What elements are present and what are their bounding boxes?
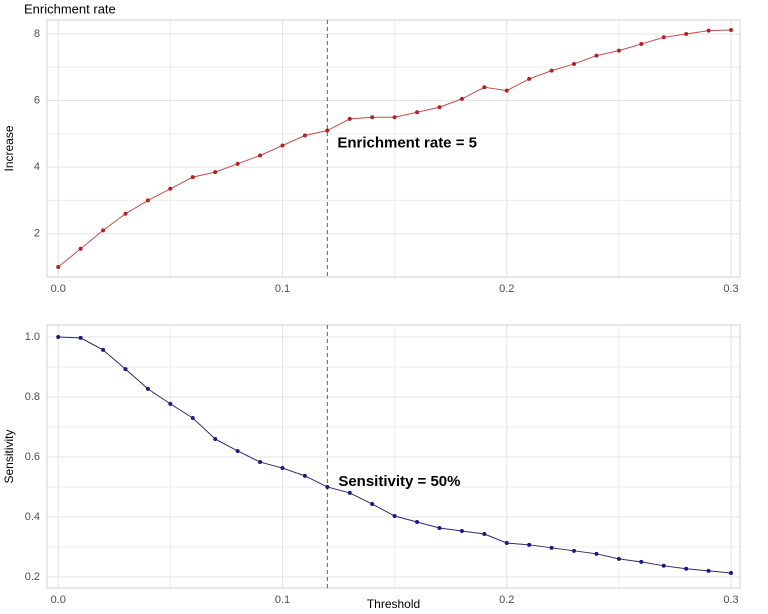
data-point [258,153,263,158]
y-axis-title: Sensitivity [2,429,16,483]
data-point [78,246,83,251]
data-point [168,401,173,406]
data-point [415,110,420,115]
panel-border [46,19,741,278]
data-point [302,473,307,478]
data-point [572,61,577,66]
data-point [684,31,689,36]
annotation: Sensitivity = 50% [338,473,460,490]
data-point [347,490,352,495]
y-tick-label: 1.0 [25,331,40,343]
data-point [392,514,397,519]
data-point [459,529,464,534]
x-axis-title: Threshold [367,597,420,611]
y-tick-label: 0.6 [25,451,40,463]
data-point [594,53,599,58]
panel-border [46,324,741,589]
x-tick-label: 0.0 [51,283,66,295]
y-tick-label: 0.4 [25,511,40,523]
data-point [482,532,487,537]
data-point [527,542,532,547]
data-point [168,186,173,191]
y-tick-label: 8 [34,28,40,40]
data-point [370,502,375,507]
data-point [639,559,644,564]
data-point [616,556,621,561]
data-point [415,520,420,525]
data-point [235,161,240,166]
data-point [549,68,554,73]
y-tick-label: 0.2 [25,571,40,583]
data-point [437,105,442,110]
data-point [101,347,106,352]
data-point [145,198,150,203]
data-point [235,448,240,453]
data-point [78,335,83,340]
data-point [729,27,734,32]
data-point [661,563,666,568]
y-tick-label: 2 [34,228,40,240]
data-point [258,460,263,465]
data-point [504,541,509,546]
data-point [370,115,375,120]
data-point [280,466,285,471]
data-point [616,48,621,53]
data-point [392,115,397,120]
data-point [549,545,554,550]
data-point [347,116,352,121]
data-point [527,76,532,81]
data-point [459,96,464,101]
data-point [325,128,330,133]
x-tick-label: 0.1 [275,594,290,606]
x-tick-label: 0.3 [723,283,738,295]
data-point [706,568,711,573]
x-tick-label: 0.1 [275,283,290,295]
data-point [639,41,644,46]
data-point [145,386,150,391]
data-point [123,211,128,216]
data-point [729,571,734,576]
data-point [101,228,106,233]
data-point [661,35,666,40]
data-point [482,85,487,90]
data-point [190,175,195,180]
x-tick-label: 0.2 [499,283,514,295]
data-point [123,367,128,372]
x-tick-label: 0.3 [723,594,738,606]
y-axis-title: Increase [2,125,16,171]
y-tick-label: 4 [34,161,40,173]
data-point [213,436,218,441]
data-point [190,415,195,420]
data-point [56,334,61,339]
data-point [302,133,307,138]
chart-title: Enrichment rate [24,1,116,16]
y-tick-label: 6 [34,94,40,106]
data-point [594,551,599,556]
x-tick-label: 0.0 [51,594,66,606]
annotation: Enrichment rate = 5 [337,134,477,151]
data-point [572,548,577,553]
data-point [325,484,330,489]
data-point [56,265,61,270]
data-point [213,170,218,175]
data-point [504,88,509,93]
data-point [437,526,442,531]
x-tick-label: 0.2 [499,594,514,606]
data-point [684,566,689,571]
data-point [280,143,285,148]
y-tick-label: 0.8 [25,391,40,403]
data-point [706,28,711,33]
